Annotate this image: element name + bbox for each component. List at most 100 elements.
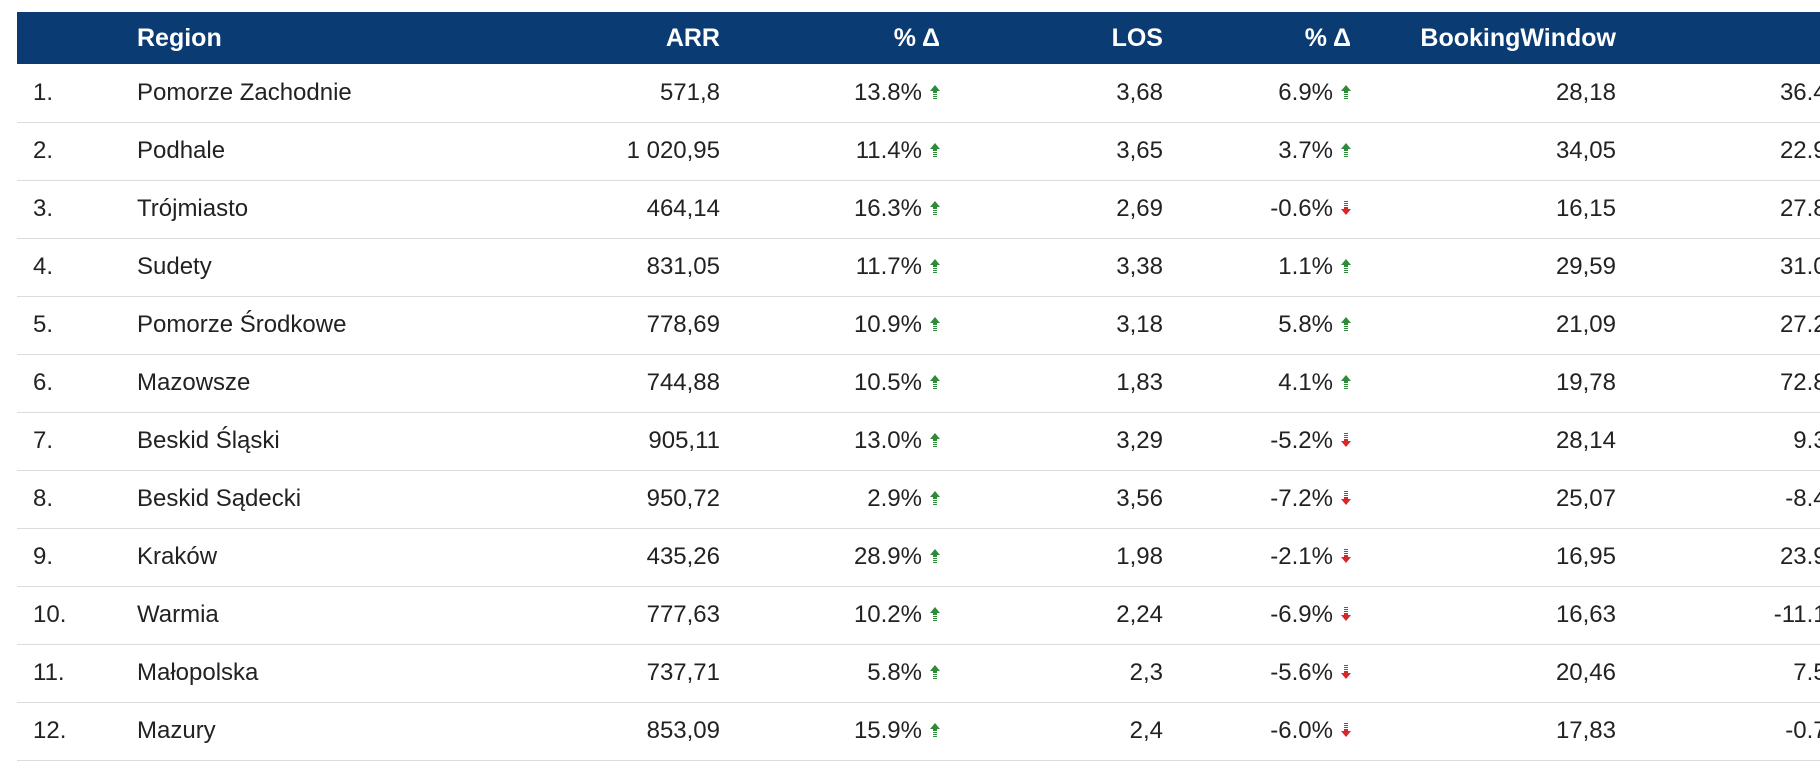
row-index: 9. [33,543,54,570]
los-value: 1,98 [1116,543,1163,570]
bw-delta: 23.9% [1779,543,1820,570]
bw-delta: 36.4% [1779,78,1820,106]
header-bw-delta[interactable]: % Δ [1616,12,1820,64]
arr-value: 831,05 [646,253,720,280]
arr-value-cell: 950,72 [587,470,720,529]
row-index-cell: 2. [17,122,137,181]
header-index[interactable] [17,12,137,64]
trend-up-arrow-icon [930,665,940,681]
arr-value: 905,11 [648,427,720,454]
arr-delta: 5.8% [867,659,922,686]
arr-delta: 13.0% [853,427,922,454]
trend-up-arrow-icon [930,201,940,217]
region-name: Trójmiasto [137,195,249,222]
trend-up-arrow-icon [1341,143,1351,159]
booking-window-value-cell: 28,18 [1373,64,1616,123]
row-index-cell: 12. [17,702,137,761]
booking-window-value: 16,63 [1555,601,1616,628]
los-value: 2,69 [1116,195,1163,222]
header-arr-delta[interactable]: % Δ [893,23,940,52]
table-row[interactable]: 1. Pomorze Zachodnie 571,8 13.8% 3,68 6.9% 28,… [17,64,1820,123]
booking-window-value-cell: 17,83 [1373,702,1616,761]
arr-value-cell: 1 020,95 [587,122,720,181]
booking-window-value: 34,05 [1555,137,1616,164]
row-index-cell: 1. [17,64,137,123]
trend-down-arrow-icon [1341,549,1351,565]
bw-delta-cell: -0.7% [1616,702,1820,761]
los-value-cell: 3,18 [962,296,1163,355]
bw-delta-cell: 36.4% [1616,64,1820,123]
arr-value-cell: 853,09 [587,702,720,761]
los-delta: -7.2% [1270,485,1333,512]
region-name: Beskid Sądecki [137,485,302,512]
booking-window-value: 17,83 [1555,717,1616,744]
table-row[interactable]: 6. Mazowsze 744,88 10.5% 1,83 4.1% 19,78 72.8% [17,354,1820,413]
los-delta-cell: 4.1% [1163,354,1373,413]
los-delta: -6.9% [1270,601,1333,628]
los-delta: 3.7% [1278,137,1333,164]
region-name-cell: Podhale [137,122,587,181]
table-row[interactable]: 4. Sudety 831,05 11.7% 3,38 1.1% 29,59 31.0% [17,238,1820,297]
row-index-cell: 5. [17,296,137,355]
booking-window-value-cell: 28,14 [1373,412,1616,471]
arr-delta-cell: 2.9% [720,470,962,529]
regions-table: Region ARR % Δ LOS % Δ BookingWindow % Δ… [17,12,1820,761]
table-body: 1. Pomorze Zachodnie 571,8 13.8% 3,68 6.9% 28,… [17,64,1820,761]
arr-value-cell: 905,11 [587,412,720,471]
los-value-cell: 3,29 [962,412,1163,471]
los-delta-cell: -5.6% [1163,644,1373,703]
row-index: 8. [33,485,54,512]
booking-window-value: 29,59 [1555,253,1616,280]
arr-delta: 10.5% [853,369,922,396]
arr-delta-cell: 15.9% [720,702,962,761]
arr-value: 571,8 [659,78,720,106]
table-row[interactable]: 7. Beskid Śląski 905,11 13.0% 3,29 -5.2% 28,14… [17,412,1820,471]
row-index: 3. [33,195,54,222]
los-delta: 6.9% [1278,78,1333,106]
los-delta: 1.1% [1278,253,1333,280]
arr-delta-cell: 13.8% [720,64,962,123]
row-index: 1. [33,78,54,106]
header-los-delta[interactable]: % Δ [1304,23,1351,52]
trend-up-arrow-icon [930,375,940,391]
bw-delta: 22.9% [1779,137,1820,164]
header-los[interactable]: LOS [1111,23,1163,52]
arr-delta-cell: 10.5% [720,354,962,413]
table-row[interactable]: 8. Beskid Sądecki 950,72 2.9% 3,56 -7.2% 25,07… [17,470,1820,529]
region-name: Kraków [137,543,218,570]
bw-delta: 72.8% [1779,369,1820,396]
los-delta-cell: -0.6% [1163,180,1373,239]
region-name-cell: Kraków [137,528,587,587]
booking-window-value: 16,95 [1555,543,1616,570]
row-index: 11. [33,659,65,686]
arr-delta: 11.7% [855,253,922,280]
table-row[interactable]: 3. Trójmiasto 464,14 16.3% 2,69 -0.6% 16,15 27.… [17,180,1820,239]
table-row[interactable]: 10. Warmia 777,63 10.2% 2,24 -6.9% 16,63 -11.1% [17,586,1820,645]
booking-window-value: 16,15 [1555,195,1616,222]
table-row[interactable]: 12. Mazury 853,09 15.9% 2,4 -6.0% 17,83 -0.7% [17,702,1820,761]
table-row[interactable]: 2. Podhale 1 020,95 11.4% 3,65 3.7% 34,05 22.9% [17,122,1820,181]
bw-delta-cell: -8.4% [1616,470,1820,529]
los-delta: 4.1% [1278,369,1333,396]
table-row[interactable]: 9. Kraków 435,26 28.9% 1,98 -2.1% 16,95 23.9% [17,528,1820,587]
booking-window-value: 19,78 [1555,369,1616,396]
bw-delta: -11.1% [1773,601,1820,628]
los-value: 3,68 [1116,78,1163,106]
header-region[interactable]: Region [137,23,222,52]
table-row[interactable]: 11. Małopolska 737,71 5.8% 2,3 -5.6% 20,46 7.5% [17,644,1820,703]
bw-delta-cell: 23.9% [1616,528,1820,587]
header-arr[interactable]: ARR [665,23,720,52]
los-delta: -5.2% [1270,427,1333,454]
los-value-cell: 2,24 [962,586,1163,645]
arr-delta: 10.9% [853,311,922,338]
arr-value-cell: 571,8 [587,64,720,123]
trend-up-arrow-icon [930,549,940,565]
table-row[interactable]: 5. Pomorze Środkowe 778,69 10.9% 3,18 5.8% 21,… [17,296,1820,355]
row-index-cell: 9. [17,528,137,587]
region-name: Beskid Śląski [137,427,280,454]
header-booking-window[interactable]: BookingWindow [1420,23,1616,52]
region-name: Warmia [137,601,219,628]
los-delta-cell: -6.9% [1163,586,1373,645]
arr-delta: 11.4% [855,137,922,164]
region-name-cell: Beskid Śląski [137,412,587,471]
